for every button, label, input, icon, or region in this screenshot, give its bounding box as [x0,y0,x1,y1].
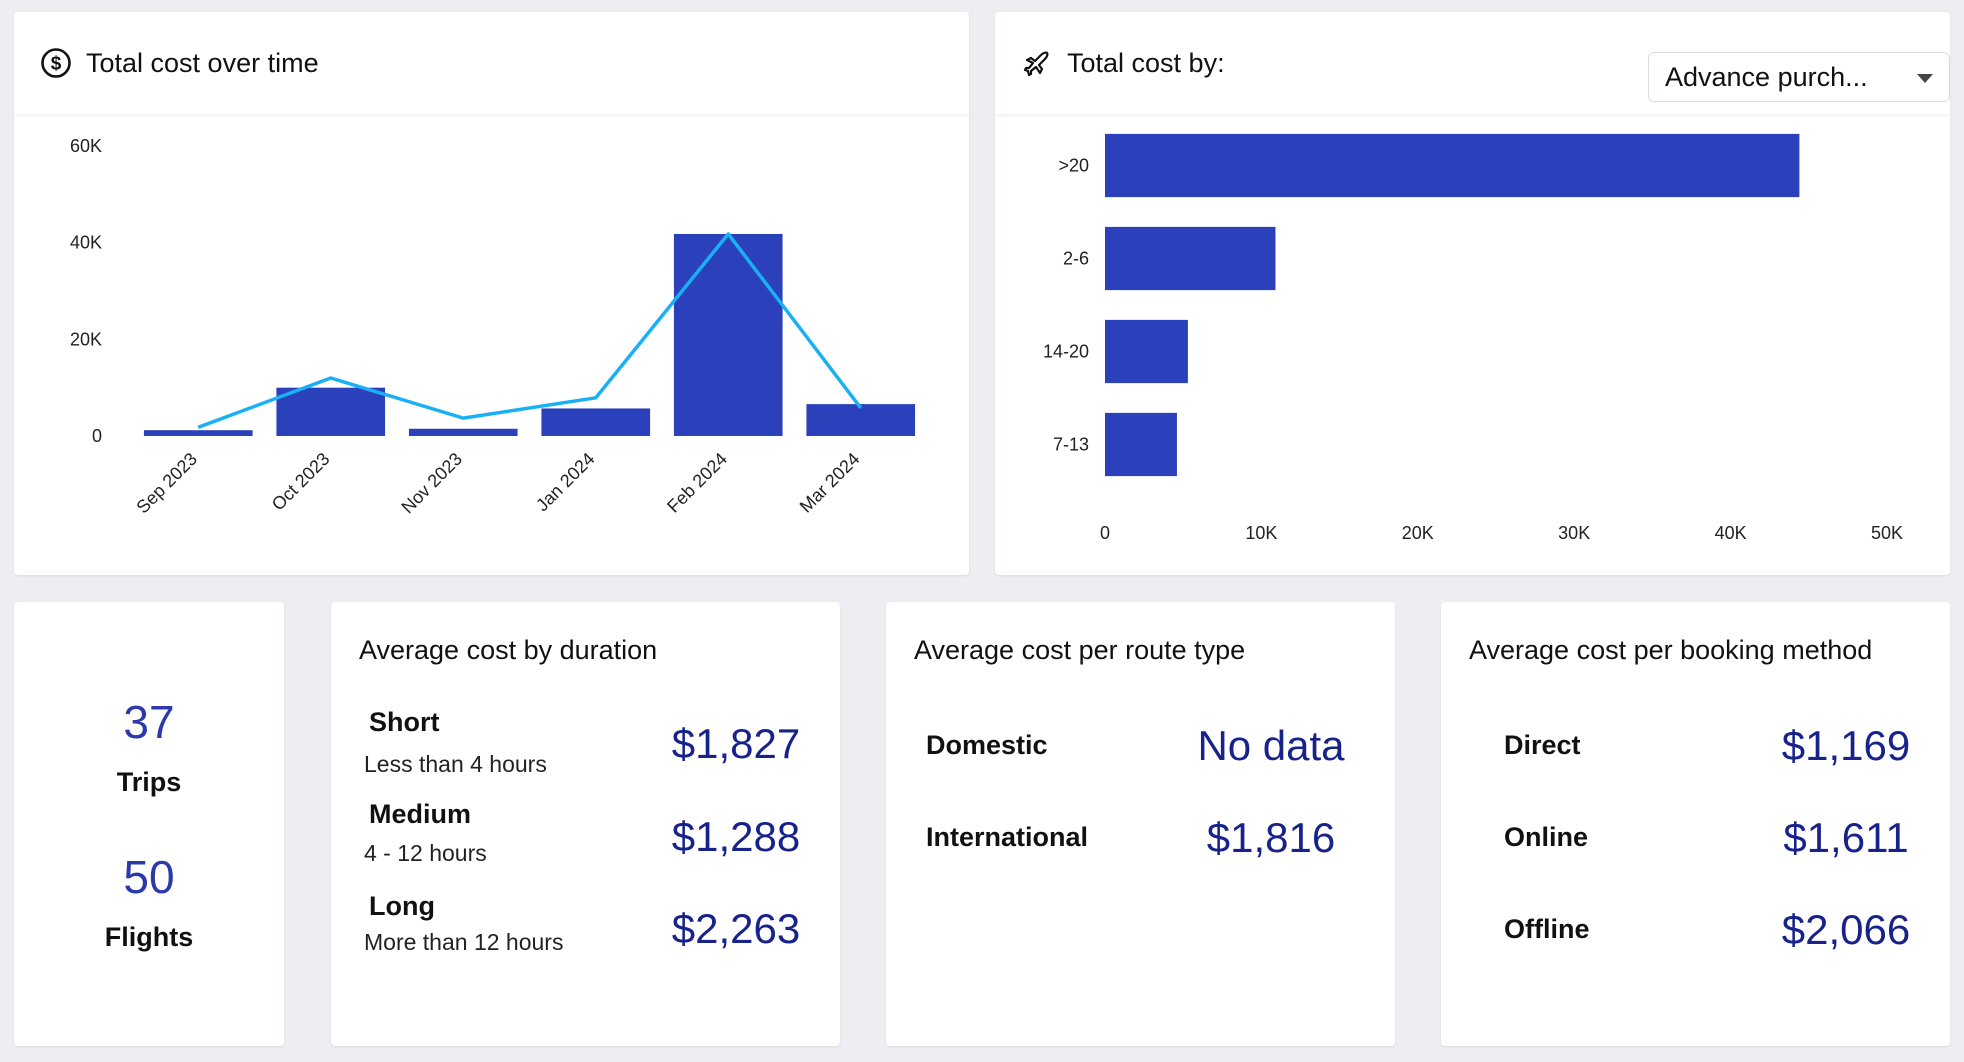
flights-label: Flights [104,922,194,952]
x-tick-label: Mar 2024 [796,449,864,517]
cost-over-time-chart: 0 20K 40K 60K Sep 2023 Oct 2023 Nov 2023 Jan 20… [70,136,916,518]
y-tick-label: 40K [70,233,102,253]
booking-card: Average cost per booking method Direct $… [1441,602,1950,1046]
route-label: Domestic [926,730,1048,760]
x-tick-label: Nov 2023 [397,449,466,518]
booking-value: $2,066 [1781,906,1911,953]
trips-count: 37 [123,696,175,748]
booking-value: $1,169 [1781,722,1911,769]
duration-value: $1,827 [671,720,801,767]
x-tick-label: Jan 2024 [532,449,599,516]
series-line [197,232,863,429]
duration-sub: More than 12 hours [364,929,564,955]
bar [806,404,916,436]
duration-value: $1,288 [671,813,801,860]
duration-sub: 4 - 12 hours [364,840,487,866]
duration-value: $2,263 [671,905,801,952]
card-title: Total cost by: [1067,47,1225,78]
y-tick-label: 2-6 [1063,249,1089,269]
duration-sub: Less than 4 hours [364,751,547,777]
bar [673,233,783,436]
cost-by-card: Total cost by: Advance purch... >20 2-6 14… [995,12,1950,575]
bar [1105,319,1188,384]
card-header: $ Total cost over time [14,12,969,114]
route-label: International [926,822,1089,852]
duration-label: Short [369,707,440,737]
y-tick-label: 20K [70,329,102,349]
booking-label: Online [1504,822,1589,852]
kpi-card: 37 Trips 50 Flights [14,602,284,1046]
duration-label: Long [369,891,435,921]
chevron-down-icon[interactable] [1917,74,1933,83]
y-tick-label: 0 [92,426,102,446]
route-value: $1,816 [1206,814,1336,861]
bar [1105,226,1276,291]
duration-card: Average cost by duration Short Less than… [331,602,840,1046]
x-tick-label: Sep 2023 [132,449,201,518]
booking-label: Direct [1504,730,1581,760]
y-tick-label: 14-20 [1043,342,1089,362]
card-title: Average cost by duration [359,635,658,665]
duration-label: Medium [369,799,472,829]
svg-text:$: $ [51,54,62,75]
dollar-circle-icon: $ [41,48,71,78]
bar [1105,133,1800,198]
x-tick-label: 40K [1715,523,1747,543]
dropdown-value: Advance purch... [1665,61,1868,92]
group-by-dropdown[interactable]: Advance purch... [1648,52,1950,102]
card-title: Total cost over time [86,47,319,78]
x-tick-label: 0 [1100,523,1110,543]
trips-label: Trips [116,767,182,797]
cost-over-time-card: $ Total cost over time 0 20K 40K 60K Sep 202… [14,12,969,575]
x-tick-label: Oct 2023 [268,449,334,515]
x-tick-label: 10K [1245,523,1277,543]
route-card: Average cost per route type Domestic No … [886,602,1395,1046]
x-tick-label: 30K [1558,523,1590,543]
y-tick-label: 7-13 [1053,435,1089,455]
x-tick-label: Feb 2024 [663,449,731,517]
booking-value: $1,611 [1783,814,1909,861]
card-title: Average cost per booking method [1469,635,1873,665]
flights-count: 50 [123,851,175,903]
x-tick-label: 20K [1402,523,1434,543]
x-tick-label: 50K [1871,523,1903,543]
bar [408,428,518,436]
airplane-icon [1023,51,1049,77]
bar [143,430,253,436]
cost-by-chart: >20 2-6 14-20 7-13 0 10K 20K 30K 40K 50K [1043,133,1903,543]
bar [1105,412,1177,477]
bar [276,387,386,436]
bar [541,408,651,436]
y-tick-label: >20 [1058,156,1089,176]
y-tick-label: 60K [70,136,102,156]
card-title: Average cost per route type [914,635,1246,665]
booking-label: Offline [1504,914,1590,944]
route-value: No data [1197,722,1345,769]
